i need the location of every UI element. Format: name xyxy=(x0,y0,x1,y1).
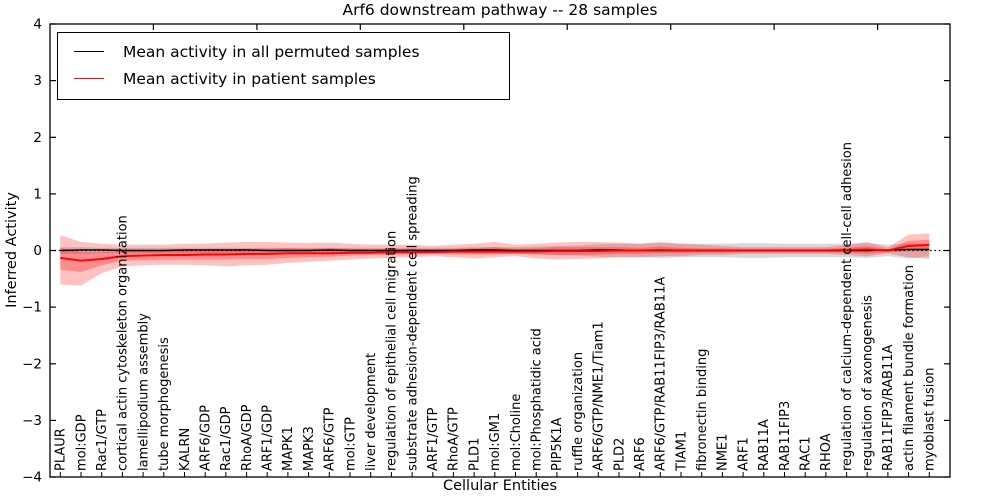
x-category-label: liver development xyxy=(364,353,379,471)
patient-line-sample-icon xyxy=(74,78,104,79)
patient-mean-line xyxy=(60,243,930,262)
x-category-label: MAPK1 xyxy=(281,426,296,471)
x-category-label: regulation of calcium-dependent cell-cel… xyxy=(840,142,855,471)
patient-samples-range-inner-band xyxy=(60,239,930,272)
x-category-label: TIAM1 xyxy=(674,431,689,472)
x-category-label: Rac1/GTP xyxy=(95,409,110,471)
x-category-label: ARF1/GTP xyxy=(426,407,441,471)
x-category-label: ARF6 xyxy=(633,437,648,471)
x-category-label: ARF1 xyxy=(736,437,751,471)
x-axis-label: Cellular Entities xyxy=(442,478,558,494)
x-category-label: actin filament bundle formation xyxy=(902,265,917,471)
x-category-label: mol:GM1 xyxy=(488,413,503,471)
x-category-label: NME1 xyxy=(716,434,731,471)
x-category-label: PLD2 xyxy=(612,438,627,471)
legend-label-permuted: Mean activity in all permuted samples xyxy=(123,42,420,61)
legend-item-permuted: Mean activity in all permuted samples xyxy=(74,38,509,65)
legend-item-patient: Mean activity in patient samples xyxy=(74,65,509,92)
x-category-label: tube morphogenesis xyxy=(157,337,172,471)
y-tick-label: −3 xyxy=(22,413,42,429)
y-tick-label: 1 xyxy=(33,186,42,202)
legend: Mean activity in all permuted samples Me… xyxy=(57,32,510,100)
x-category-label: KALRN xyxy=(178,428,193,471)
x-category-label: ARF6/GDP xyxy=(199,405,214,471)
x-category-label: Rac1/GDP xyxy=(219,406,234,471)
x-category-label: regulation of axonogenesis xyxy=(861,295,876,471)
x-category-label: RAB11FIP3/RAB11A xyxy=(881,344,896,471)
x-category-label: RHOA xyxy=(819,433,834,471)
x-category-label: RhoA/GDP xyxy=(240,404,255,471)
x-category-label: RAB11FIP3 xyxy=(778,401,793,471)
x-category-label: PLAUR xyxy=(54,428,69,471)
y-tick-label: −4 xyxy=(22,470,42,486)
x-category-label: mol:GDP xyxy=(74,414,89,471)
y-tick-label: 2 xyxy=(33,130,42,146)
x-category-label: RhoA/GTP xyxy=(447,407,462,471)
x-category-label: PIP5K1A xyxy=(550,417,565,471)
legend-label-patient: Mean activity in patient samples xyxy=(123,69,376,88)
x-category-label: RAB11A xyxy=(757,419,772,471)
x-category-label: fibronectin binding xyxy=(695,349,710,471)
x-category-label: ARF6/GTP/RAB11FIP3/RAB11A xyxy=(654,277,669,471)
x-category-label: mol:Choline xyxy=(509,394,524,471)
y-axis-label: Inferred Activity xyxy=(4,192,20,308)
x-category-label: ruffle organization xyxy=(571,352,586,471)
chart-title: Arf6 downstream pathway -- 28 samples xyxy=(342,1,658,19)
x-category-label: substrate adhesion-dependent cell spread… xyxy=(405,176,420,471)
y-tick-label: −2 xyxy=(22,356,42,372)
y-tick-label: 4 xyxy=(33,17,42,33)
patient-samples-range-outer-band xyxy=(60,233,930,286)
x-category-label: PLD1 xyxy=(467,438,482,471)
x-category-label: mol:Phosphatidic acid xyxy=(530,328,545,471)
x-category-label: mol:GTP xyxy=(343,417,358,471)
x-category-label: myoblast fusion xyxy=(923,367,938,471)
x-category-label: ARF6/GTP/NME1/Tiam1 xyxy=(592,321,607,471)
y-tick-label: 3 xyxy=(33,73,42,89)
x-category-label: MAPK3 xyxy=(302,426,317,471)
x-category-label: RAC1 xyxy=(799,436,814,471)
x-category-label: ARF6/GTP xyxy=(323,407,338,471)
x-category-label: cortical actin cytoskeleton organization xyxy=(116,215,131,471)
permuted-line-sample-icon xyxy=(74,51,104,52)
y-tick-label: −1 xyxy=(22,300,42,316)
x-category-label: lamellipodium assembly xyxy=(136,313,151,471)
y-tick-label: 0 xyxy=(33,243,42,259)
x-category-label: ARF1/GDP xyxy=(261,405,276,471)
x-category-label: regulation of epithelial cell migration xyxy=(385,231,400,471)
